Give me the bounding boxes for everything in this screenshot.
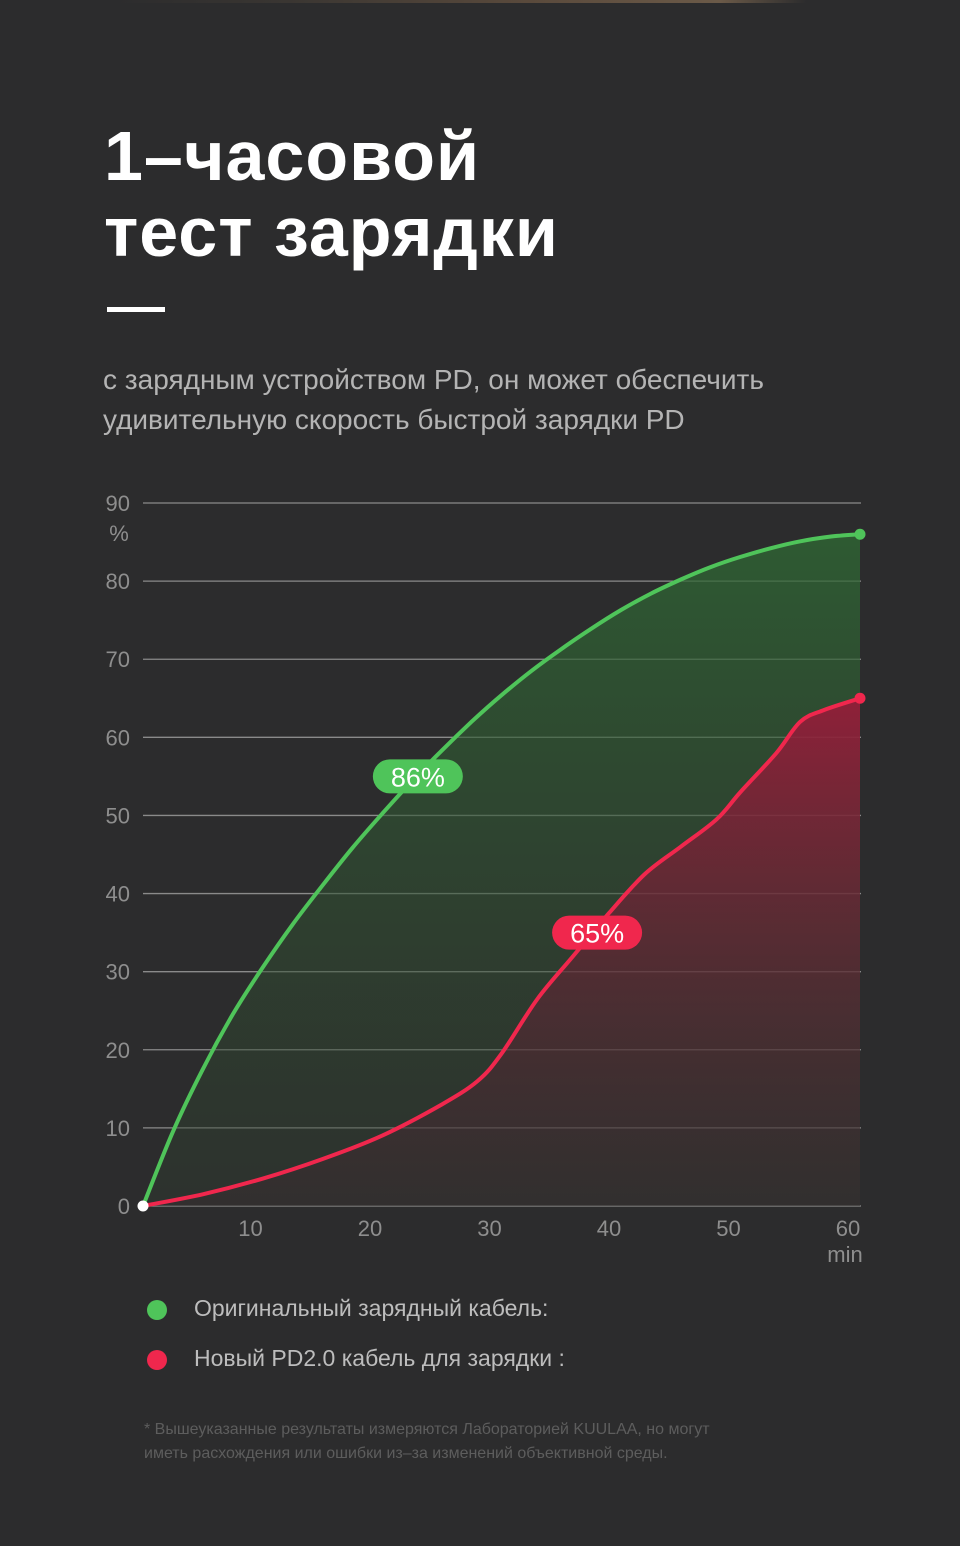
series-area-pd20 bbox=[143, 698, 860, 1206]
x-tick-label-50: 50 bbox=[716, 1216, 740, 1241]
y-tick-label-10: 10 bbox=[106, 1116, 130, 1141]
x-tick-label-20: 20 bbox=[358, 1216, 382, 1241]
series-end-point-original bbox=[854, 528, 866, 540]
y-tick-label-80: 80 bbox=[106, 569, 130, 594]
page-title: 1–часовой тест зарядки bbox=[104, 118, 559, 270]
series-line-original bbox=[141, 532, 862, 1208]
y-axis-unit: % bbox=[109, 521, 129, 546]
y-tick-label-70: 70 bbox=[106, 647, 130, 672]
title-underline bbox=[107, 307, 165, 312]
series-areas bbox=[143, 534, 860, 1206]
page-title-line-2: тест зарядки bbox=[104, 193, 559, 271]
series-callouts: 86% 65% bbox=[372, 759, 643, 950]
y-tick-label-30: 30 bbox=[106, 960, 130, 985]
y-tick-label-20: 20 bbox=[106, 1038, 130, 1063]
series-points bbox=[137, 528, 866, 1212]
y-tick-label-0: 0 bbox=[118, 1194, 130, 1219]
callout-label-pd20: 65% bbox=[570, 919, 624, 949]
legend-label-pd20: Новый PD2.0 кабель для зарядки : bbox=[194, 1345, 565, 1371]
y-tick-label-60: 60 bbox=[106, 725, 130, 750]
callout-label-original: 86% bbox=[391, 762, 445, 792]
y-tick-label-40: 40 bbox=[106, 882, 130, 907]
series-end-point-pd20 bbox=[854, 692, 866, 704]
origin-point bbox=[137, 1200, 149, 1212]
y-tick-label-90: 90 bbox=[106, 491, 130, 516]
top-decorative-strip bbox=[0, 0, 960, 3]
footnote-line-2: иметь расхождения или ошибки из–за измен… bbox=[144, 1445, 668, 1462]
legend-label-original: Оригинальный зарядный кабель: bbox=[194, 1295, 549, 1321]
subtitle-line-1: с зарядным устройством PD, он может обес… bbox=[103, 364, 764, 395]
callout-badge-original bbox=[372, 759, 463, 794]
legend-swatch-pd20 bbox=[147, 1350, 167, 1370]
x-axis-unit: min bbox=[827, 1242, 862, 1267]
series-lines bbox=[141, 532, 862, 1208]
footnote: * Вышеуказанные результаты измеряются Ла… bbox=[144, 1418, 904, 1466]
subtitle-line-2: удивительную скорость быстрой зарядки PD bbox=[103, 404, 685, 435]
x-tick-label-60: 60 bbox=[836, 1216, 860, 1241]
subtitle: с зарядным устройством PD, он может обес… bbox=[103, 360, 903, 440]
footnote-line-1: * Вышеуказанные результаты измеряются Ла… bbox=[144, 1421, 710, 1438]
x-tick-label-10: 10 bbox=[238, 1216, 262, 1241]
series-line-pd20 bbox=[141, 696, 862, 1208]
y-tick-label-50: 50 bbox=[106, 803, 130, 828]
callout-badge-pd20 bbox=[552, 915, 643, 950]
x-tick-label-40: 40 bbox=[597, 1216, 621, 1241]
page-title-line-1: 1–часовой bbox=[104, 117, 481, 195]
legend-swatch-original bbox=[147, 1300, 167, 1320]
x-tick-label-30: 30 bbox=[477, 1216, 501, 1241]
